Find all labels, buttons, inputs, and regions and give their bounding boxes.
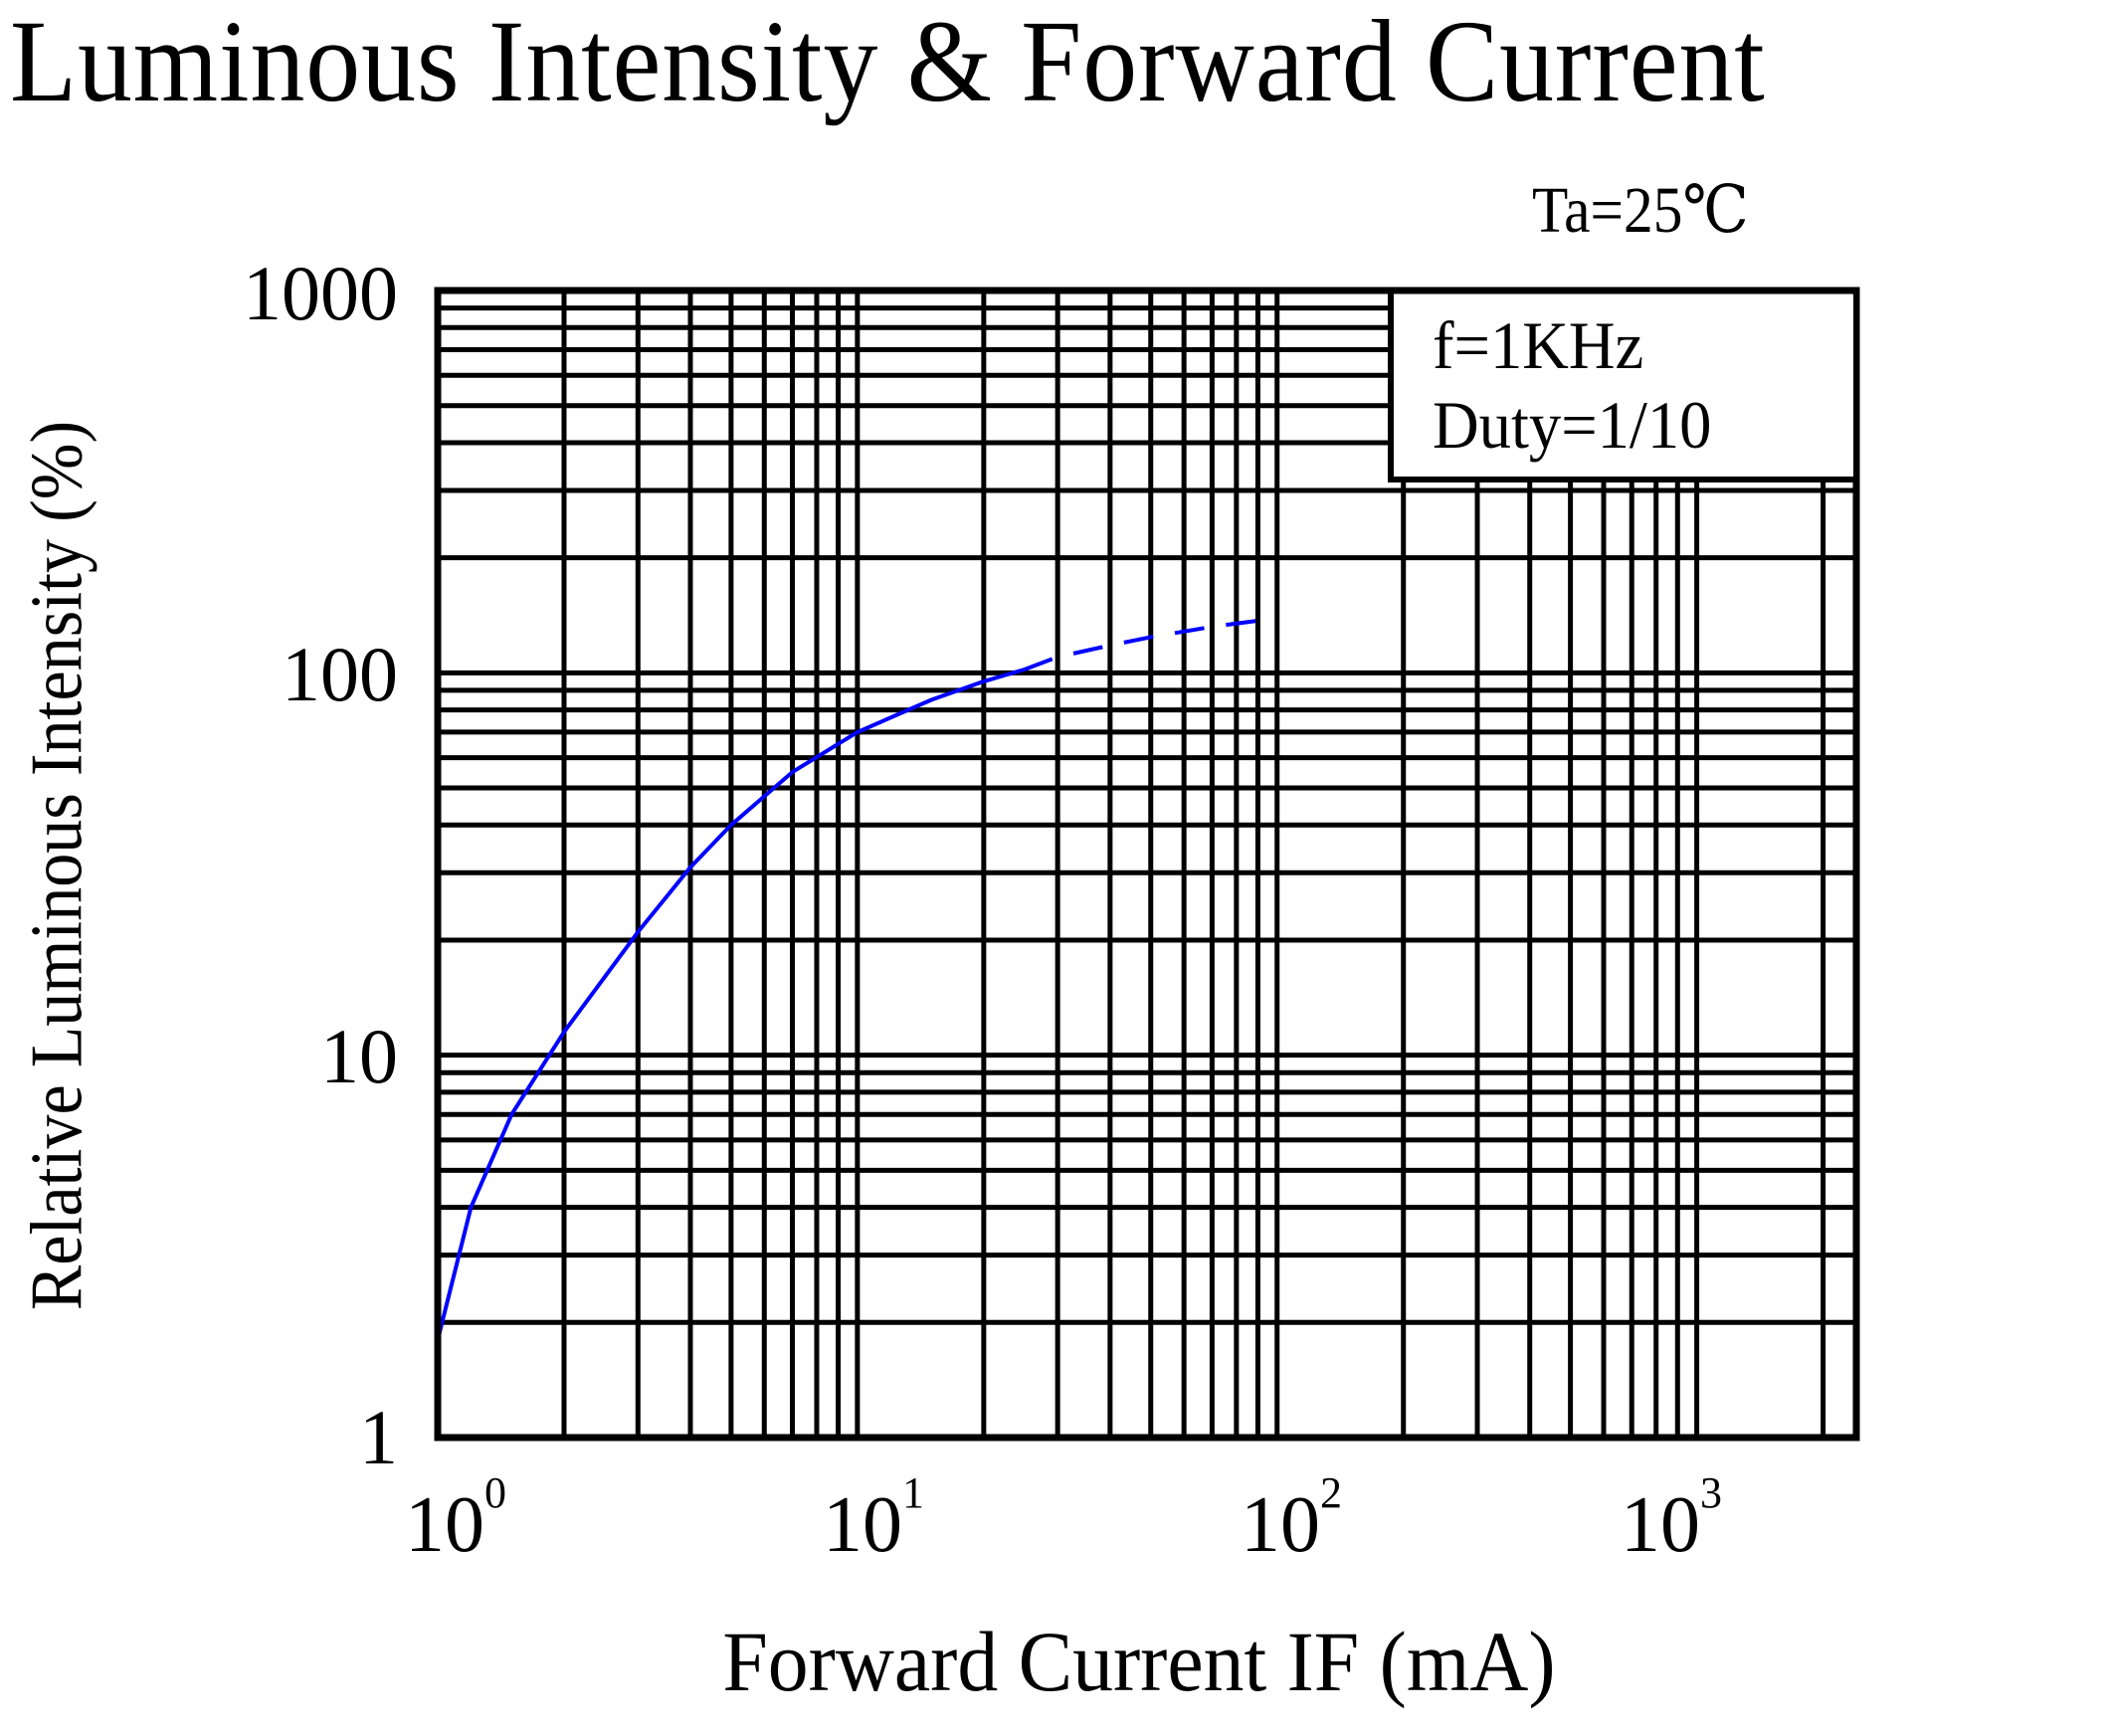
grid-lines [438, 290, 1856, 1438]
x-tick-10e1: 101 [823, 1468, 924, 1569]
intensity-curve [436, 668, 1026, 1341]
legend-duty: Duty=1/10 [1433, 387, 1712, 463]
extrapolated-curve [1023, 616, 1277, 672]
y-tick-1: 1 [359, 1394, 398, 1480]
plot-frame [434, 287, 1860, 1442]
legend-box: f=1KHz Duty=1/10 [1391, 294, 1856, 480]
x-tick-10e2: 102 [1241, 1468, 1342, 1569]
y-tick-100: 100 [282, 631, 398, 717]
temperature-condition: Ta=25℃ [1532, 174, 1749, 247]
data-series [436, 616, 1277, 1341]
x-tick-10e0: 100 [405, 1468, 506, 1569]
x-tick-10e3: 103 [1621, 1468, 1722, 1569]
legend-frequency: f=1KHz [1433, 307, 1644, 383]
chart-title: Luminous Intensity & Forward Current [10, 0, 1766, 126]
y-tick-10: 10 [320, 1013, 398, 1099]
x-axis-label: Forward Current IF (mA) [722, 1614, 1556, 1709]
y-tick-1000: 1000 [243, 250, 398, 336]
